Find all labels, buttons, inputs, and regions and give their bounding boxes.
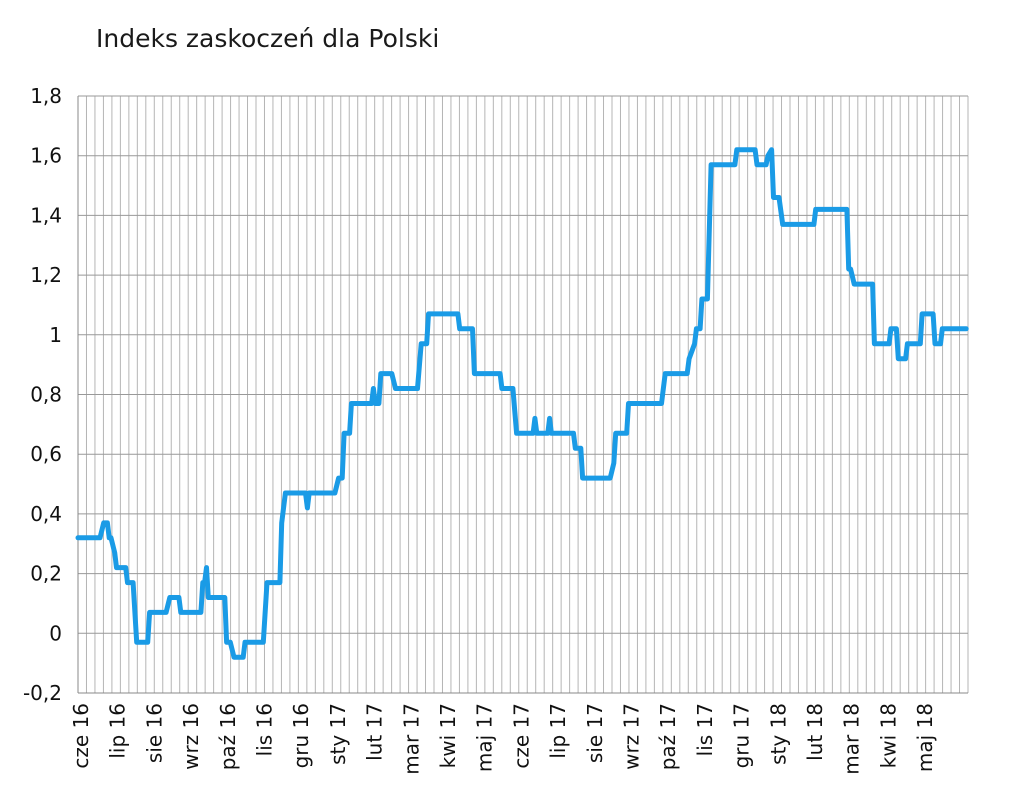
x-tick-label: gru 16: [289, 703, 313, 768]
y-tick-label: 0: [49, 621, 62, 645]
x-tick-label: sie 17: [583, 703, 607, 763]
x-tick-label: sty 18: [766, 703, 790, 765]
series-line: [75, 147, 969, 660]
x-tick-label: lut 17: [363, 703, 387, 761]
x-tick-label: cze 16: [69, 703, 93, 769]
x-tick-labels: cze 16 lip 16 sie 16 wrz 16 paź 16 lis 16 gru …: [69, 703, 937, 775]
chart-title: Indeks zaskoczeń dla Polski: [96, 24, 440, 53]
y-tick-label: 1,6: [30, 144, 62, 168]
y-tick-label: 0,6: [30, 442, 62, 466]
x-tick-label: lis 17: [693, 703, 717, 756]
y-tick-label: 1,2: [30, 263, 62, 287]
y-tick-label: 0,4: [30, 502, 62, 526]
y-tick-label: 1,4: [30, 203, 62, 227]
x-tick-label: sty 17: [326, 703, 350, 765]
x-tick-label: lip 17: [546, 703, 570, 759]
x-tick-label: paź 17: [656, 703, 680, 770]
y-tick-labels: -0,2 0 0,2 0,4 0,6 0,8 1 1,2 1,4 1,6 1,8: [23, 84, 62, 705]
series-group: [75, 147, 969, 660]
y-tick-label: 0,8: [30, 383, 62, 407]
x-tick-label: paź 16: [216, 703, 240, 770]
x-tick-label: lis 16: [253, 703, 277, 756]
y-tick-label: 1,8: [30, 84, 62, 108]
x-tick-label: sie 16: [142, 703, 166, 763]
x-tick-label: lut 18: [803, 703, 827, 761]
x-tick-label: gru 17: [730, 703, 754, 768]
x-tick-label: mar 17: [399, 703, 423, 775]
x-tick-label: maj 18: [913, 703, 937, 772]
y-tick-label: 1: [49, 323, 62, 347]
x-tick-label: cze 17: [509, 703, 533, 769]
x-tick-label: lip 16: [106, 703, 130, 759]
axes: [77, 96, 968, 694]
x-tick-label: wrz 16: [179, 703, 203, 770]
x-tick-label: mar 18: [840, 703, 864, 775]
y-tick-label: 0,2: [30, 562, 62, 586]
x-tick-label: kwi 18: [876, 703, 900, 768]
horizontal-gridlines: [78, 95, 968, 694]
x-tick-label: kwi 17: [436, 703, 460, 768]
x-tick-label: maj 17: [473, 703, 497, 772]
x-tick-label: wrz 17: [620, 703, 644, 770]
y-tick-label: -0,2: [23, 681, 62, 705]
